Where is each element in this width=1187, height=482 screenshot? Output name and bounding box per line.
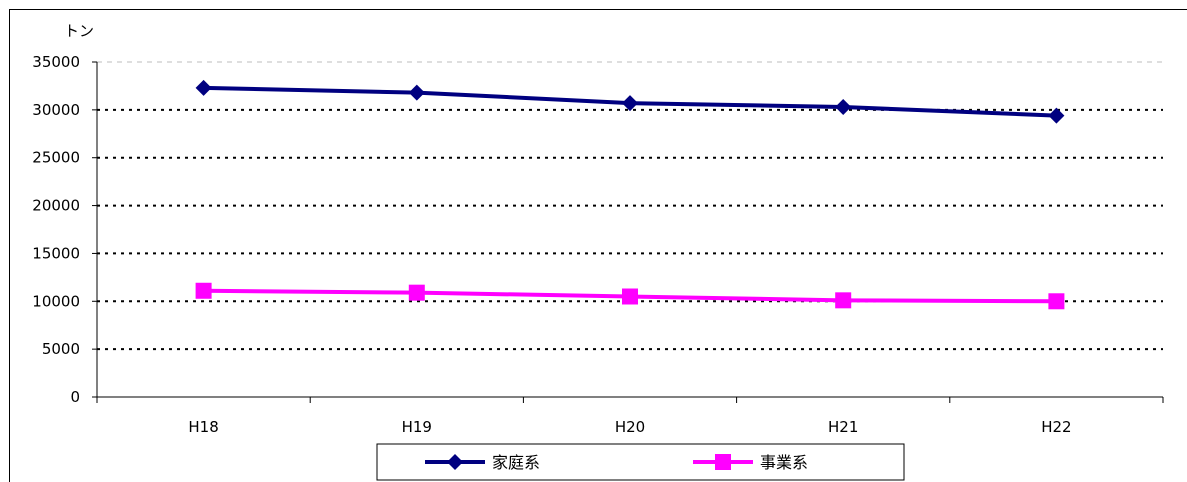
legend-marker	[447, 454, 463, 470]
y-tick-label: 20000	[32, 197, 80, 215]
data-point	[408, 284, 425, 301]
data-point	[835, 98, 852, 115]
x-tick-label: H20	[615, 418, 645, 436]
data-point	[835, 292, 852, 309]
y-tick-label: 15000	[32, 244, 80, 262]
y-tick-label: 5000	[42, 340, 80, 358]
y-tick-label: 30000	[32, 101, 80, 119]
y-axis-label: トン	[64, 22, 94, 40]
y-tick-label: 35000	[32, 53, 80, 71]
x-tick-labels: H18 H19 H20 H21 H22	[188, 418, 1071, 436]
legend-label: 事業系	[760, 453, 808, 472]
data-point	[195, 282, 212, 299]
x-tick-label: H21	[828, 418, 858, 436]
x-tick-label: H22	[1041, 418, 1071, 436]
legend-marker	[715, 454, 731, 470]
y-tick-label: 0	[70, 388, 80, 406]
legend-label: 家庭系	[492, 453, 540, 472]
data-point	[1048, 293, 1065, 310]
y-tick-labels: 0 5000 10000 15000 20000 25000 30000 35000	[32, 53, 80, 406]
data-point	[408, 84, 425, 101]
axes	[92, 61, 1164, 403]
data-point	[195, 79, 212, 96]
series-2	[195, 282, 1065, 310]
series-group	[195, 79, 1065, 310]
data-point	[1048, 107, 1065, 124]
series-1	[195, 79, 1065, 124]
legend: 家庭系 事業系	[376, 443, 905, 481]
x-tick-label: H18	[188, 418, 218, 436]
legend-item-1: 家庭系	[425, 453, 540, 472]
legend-item-2: 事業系	[693, 453, 808, 472]
x-tick-label: H19	[402, 418, 432, 436]
y-tick-label: 25000	[32, 149, 80, 167]
data-point	[622, 288, 638, 305]
data-point	[622, 95, 638, 112]
chart-frame	[9, 9, 1187, 482]
y-tick-label: 10000	[32, 292, 80, 310]
